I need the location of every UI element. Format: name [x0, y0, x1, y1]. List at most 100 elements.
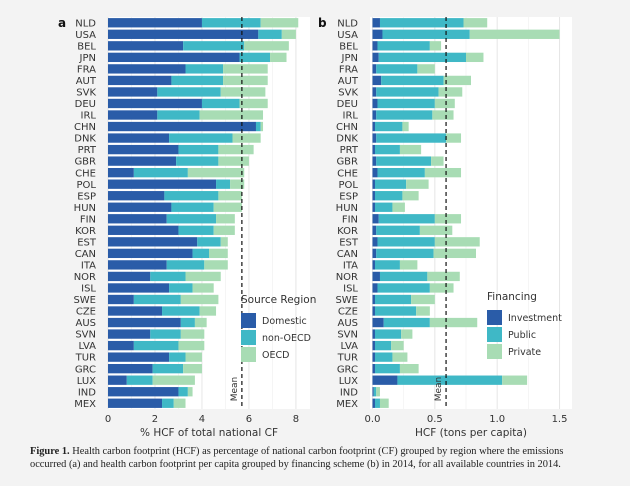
bar-oecd-aus	[194, 317, 207, 328]
bar-private-usa	[469, 29, 560, 39]
bar-public-ita	[374, 260, 400, 270]
bar-public-jpn	[378, 52, 467, 63]
y-tick-label: CAN	[75, 249, 96, 260]
bar-domestic-hun	[108, 202, 172, 212]
bar-private-lux	[502, 375, 528, 385]
bar-domestic-che	[108, 167, 134, 178]
bar-domestic-irl	[108, 110, 158, 120]
y-tick-label: NOR	[74, 272, 96, 283]
bar-non-oecd-tur	[169, 352, 186, 362]
bar-oecd-svk	[220, 87, 266, 97]
bar-public-swe	[374, 294, 412, 305]
bar-non-oecd-fin	[166, 214, 217, 224]
bar-private-deu	[434, 98, 455, 109]
y-tick-label: AUS	[75, 318, 96, 329]
bar-domestic-can	[108, 248, 193, 259]
bar-non-oecd-che	[133, 167, 188, 178]
x-tick-label: 0.0	[365, 414, 381, 425]
bar-public-irl	[376, 110, 433, 120]
bar-private-fra	[417, 64, 435, 74]
panel-letter: a	[58, 16, 66, 30]
bar-oecd-cze	[199, 306, 217, 316]
y-tick-label: BEL	[339, 41, 358, 52]
y-tick-label: NLD	[75, 18, 96, 29]
y-tick-label: DEU	[75, 99, 96, 110]
y-tick-label: AUT	[76, 76, 97, 87]
bar-non-oecd-fra	[185, 64, 224, 74]
y-tick-label: CHE	[75, 168, 96, 179]
legend-label: Private	[508, 347, 541, 358]
bar-investment-cze	[372, 306, 375, 316]
bar-non-oecd-pol	[216, 179, 231, 189]
bar-public-fin	[378, 214, 435, 224]
bar-non-oecd-can	[192, 248, 209, 259]
y-tick-label: SVK	[76, 88, 96, 99]
x-tick-label: 6	[246, 414, 252, 425]
figure-caption: Figure 1. Health carbon footprint (HCF) …	[30, 445, 600, 471]
bar-private-che	[424, 167, 462, 178]
x-tick-label: 2	[152, 414, 158, 425]
bar-private-pol	[406, 179, 429, 189]
bar-investment-irl	[372, 110, 377, 120]
bar-oecd-che	[187, 167, 245, 178]
bar-private-tur	[392, 352, 408, 362]
y-tick-label: GRC	[75, 364, 96, 375]
x-axis-title: HCF (tons per capita)	[415, 427, 527, 439]
bar-oecd-bel	[244, 41, 289, 51]
y-tick-label: DNK	[336, 134, 358, 145]
bar-non-oecd-kor	[178, 225, 214, 235]
bar-public-dnk	[376, 133, 447, 143]
bar-domestic-deu	[108, 98, 202, 109]
bar-domestic-ind	[108, 387, 179, 397]
bar-public-aut	[381, 75, 444, 86]
bar-public-aus	[383, 317, 430, 328]
y-tick-label: SVN	[337, 330, 358, 341]
bar-non-oecd-mex	[162, 398, 174, 408]
bar-investment-svn	[372, 329, 375, 339]
bar-oecd-gbr	[218, 156, 249, 166]
y-tick-label: ISL	[343, 284, 358, 295]
bar-non-oecd-usa	[258, 29, 282, 39]
legend-title: Financing	[487, 291, 537, 303]
bar-investment-prt	[372, 144, 375, 155]
legend-label: Domestic	[262, 316, 307, 327]
bar-domestic-fin	[108, 214, 167, 224]
bar-non-oecd-dnk	[169, 133, 233, 143]
bar-public-chn	[374, 121, 403, 132]
bar-investment-lva	[372, 340, 375, 351]
y-tick-label: CHE	[337, 168, 358, 179]
bar-private-mex	[379, 398, 389, 408]
y-tick-label: IRL	[343, 111, 359, 122]
bar-oecd-ita	[204, 260, 228, 270]
bar-non-oecd-isl	[169, 283, 193, 293]
y-tick-label: KOR	[75, 226, 96, 237]
y-tick-label: GBR	[74, 157, 96, 168]
bar-domestic-cze	[108, 306, 163, 316]
bar-oecd-nor	[185, 271, 221, 282]
y-tick-label: EST	[339, 237, 359, 248]
bar-private-isl	[429, 283, 454, 293]
bar-public-fra	[376, 64, 418, 74]
bar-private-bel	[429, 41, 442, 51]
bar-investment-mex	[372, 398, 375, 408]
bar-investment-kor	[372, 225, 377, 235]
bar-non-oecd-svn	[150, 329, 181, 339]
bar-non-oecd-nor	[150, 271, 186, 282]
bar-private-ind	[376, 387, 380, 397]
bar-private-chn	[402, 121, 409, 132]
bar-investment-fra	[372, 64, 377, 74]
bar-oecd-grc	[183, 364, 202, 374]
y-tick-label: CZE	[76, 307, 96, 318]
bar-non-oecd-nld	[201, 18, 261, 28]
y-tick-label: TUR	[75, 353, 96, 364]
x-tick-label: 8	[293, 414, 299, 425]
y-tick-label: USA	[75, 30, 96, 41]
bar-non-oecd-chn	[255, 121, 261, 132]
y-tick-label: FRA	[77, 64, 96, 75]
bar-non-oecd-bel	[183, 41, 245, 51]
y-tick-label: DNK	[74, 134, 96, 145]
y-tick-label: USA	[337, 30, 358, 41]
bar-private-jpn	[466, 52, 484, 63]
legend-label: Investment	[508, 313, 562, 324]
y-tick-label: TUR	[337, 353, 358, 364]
